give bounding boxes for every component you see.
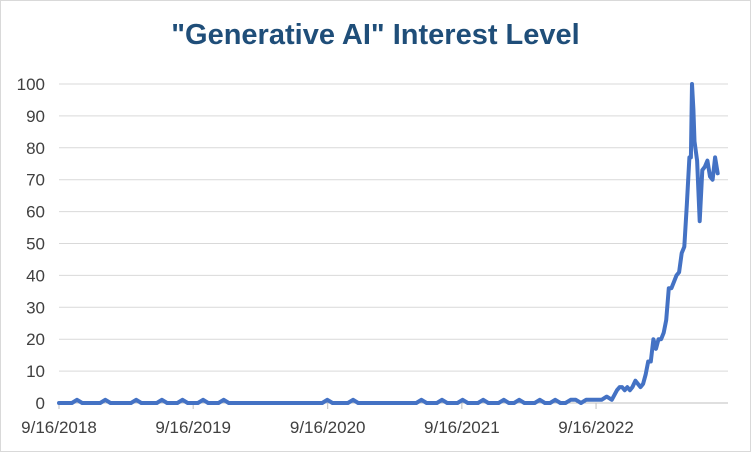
x-tick-label: 9/16/2020 [290, 418, 366, 437]
x-tick-label: 9/16/2018 [21, 418, 97, 437]
y-tick-label: 100 [17, 75, 45, 94]
y-tick-label: 70 [26, 171, 45, 190]
x-tick-label: 9/16/2019 [155, 418, 231, 437]
x-tick-label: 9/16/2021 [424, 418, 500, 437]
y-tick-label: 90 [26, 107, 45, 126]
y-tick-label: 40 [26, 266, 45, 285]
x-tick-label: 9/16/2022 [558, 418, 634, 437]
y-tick-label: 60 [26, 203, 45, 222]
y-tick-label: 0 [36, 394, 45, 413]
chart-title: "Generative AI" Interest Level [171, 19, 580, 51]
y-tick-label: 30 [26, 298, 45, 317]
y-tick-label: 80 [26, 139, 45, 158]
y-tick-label: 20 [26, 330, 45, 349]
series-line [57, 82, 720, 405]
y-tick-label: 50 [26, 235, 45, 254]
y-tick-label: 10 [26, 362, 45, 381]
